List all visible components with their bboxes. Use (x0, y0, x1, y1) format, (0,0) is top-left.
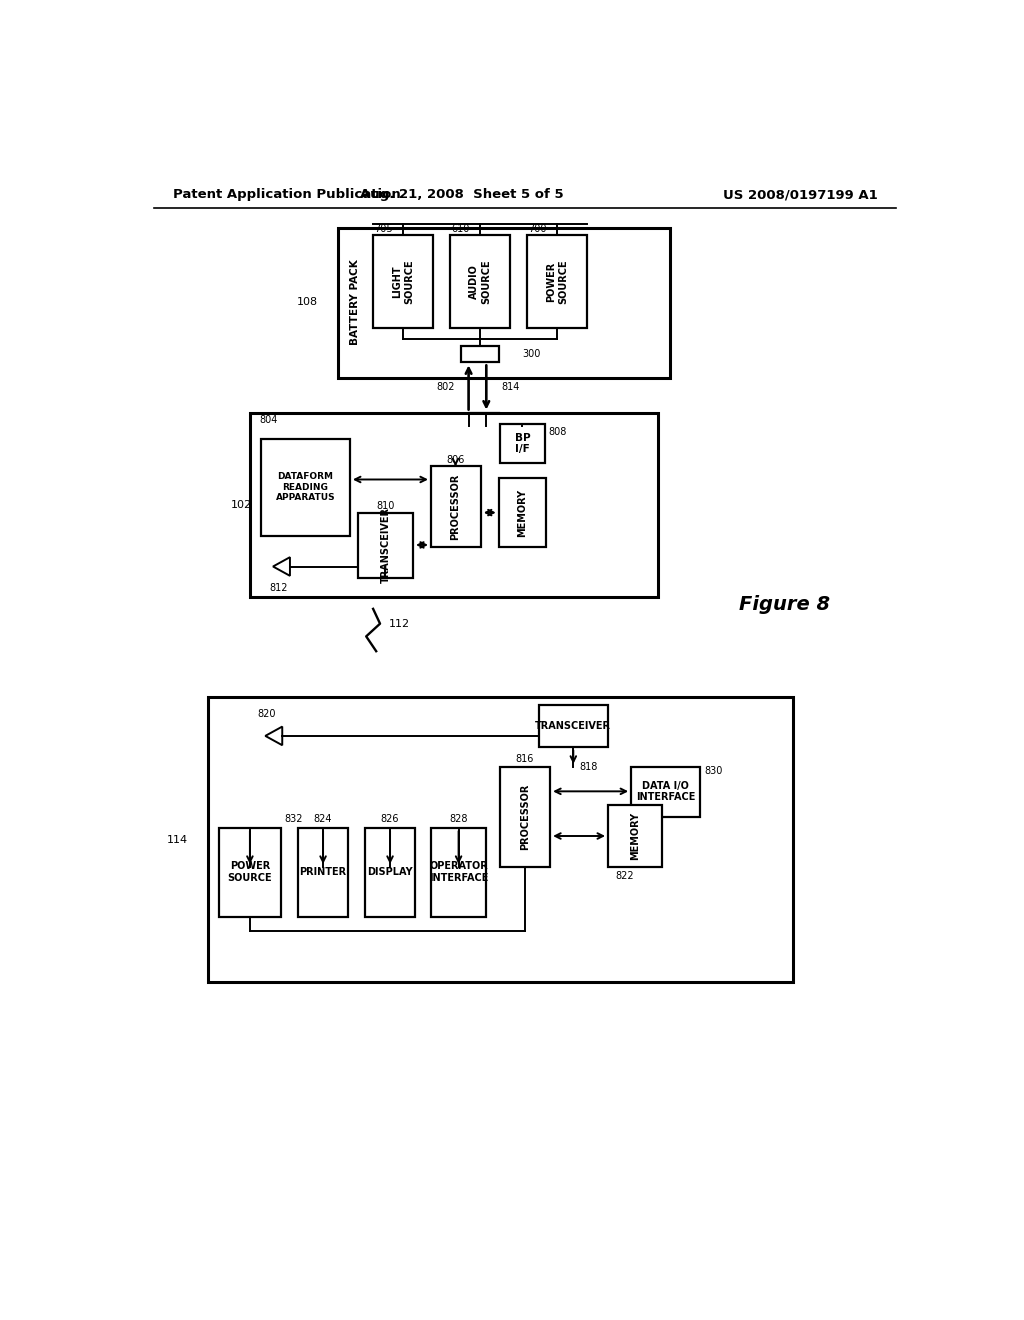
Text: 816: 816 (516, 754, 534, 764)
Text: 830: 830 (705, 766, 723, 776)
Text: 808: 808 (549, 426, 567, 437)
Text: POWER
SOURCE: POWER SOURCE (547, 259, 568, 304)
Text: 108: 108 (297, 297, 318, 308)
Bar (357, 512, 413, 578)
Text: 828: 828 (450, 814, 468, 824)
Bar (431, 466, 481, 548)
Bar (608, 805, 662, 867)
Bar (461, 346, 500, 363)
Bar (631, 767, 700, 817)
Text: 102: 102 (230, 500, 252, 510)
Bar (219, 829, 281, 917)
Text: 806: 806 (446, 455, 465, 465)
Bar (250, 413, 658, 598)
Text: 804: 804 (259, 416, 278, 425)
Bar (339, 228, 670, 378)
Text: 824: 824 (313, 814, 333, 824)
Text: DATA I/O
INTERFACE: DATA I/O INTERFACE (636, 780, 695, 803)
Bar (451, 235, 510, 327)
Bar (261, 440, 350, 536)
Text: Figure 8: Figure 8 (739, 595, 830, 615)
Text: DATAFORM
READING
APPARATUS: DATAFORM READING APPARATUS (275, 473, 335, 502)
Text: BP
I/F: BP I/F (515, 433, 530, 454)
Bar (500, 767, 550, 867)
Text: PRINTER: PRINTER (299, 867, 346, 878)
Text: 832: 832 (285, 814, 303, 824)
Text: 820: 820 (258, 709, 276, 719)
Bar (539, 705, 608, 747)
Bar (208, 697, 793, 982)
Text: MEMORY: MEMORY (517, 488, 527, 537)
Text: Patent Application Publication: Patent Application Publication (173, 187, 400, 201)
Text: 610: 610 (452, 224, 470, 234)
Text: MEMORY: MEMORY (630, 812, 640, 861)
Text: TRANSCEIVER: TRANSCEIVER (536, 721, 611, 731)
Bar (298, 829, 348, 917)
Text: 700: 700 (528, 224, 547, 234)
Bar (366, 829, 416, 917)
Text: US 2008/0197199 A1: US 2008/0197199 A1 (723, 187, 878, 201)
Bar (373, 235, 433, 327)
Bar (469, 413, 500, 426)
Text: AUDIO
SOURCE: AUDIO SOURCE (469, 259, 490, 304)
Text: LIGHT
SOURCE: LIGHT SOURCE (392, 259, 414, 304)
Text: 112: 112 (388, 619, 410, 630)
Text: TRANSCEIVER: TRANSCEIVER (381, 507, 390, 583)
Text: OPERATOR
INTERFACE: OPERATOR INTERFACE (429, 862, 488, 883)
Text: PROCESSOR: PROCESSOR (451, 474, 461, 540)
Text: 814: 814 (502, 381, 520, 392)
Text: 826: 826 (381, 814, 399, 824)
Text: 802: 802 (436, 381, 455, 392)
Text: BATTERY PACK: BATTERY PACK (350, 260, 360, 346)
Bar (499, 478, 547, 548)
Text: 812: 812 (269, 583, 288, 593)
Bar (431, 829, 486, 917)
Text: PROCESSOR: PROCESSOR (520, 784, 529, 850)
Text: DISPLAY: DISPLAY (368, 867, 413, 878)
Bar (500, 424, 545, 462)
Text: 705: 705 (375, 224, 393, 234)
Bar (527, 235, 587, 327)
Text: 300: 300 (522, 348, 541, 359)
Text: 114: 114 (167, 834, 188, 845)
Text: Aug. 21, 2008  Sheet 5 of 5: Aug. 21, 2008 Sheet 5 of 5 (359, 187, 563, 201)
Text: POWER
SOURCE: POWER SOURCE (227, 862, 272, 883)
Text: 810: 810 (376, 502, 394, 511)
Text: 822: 822 (615, 871, 634, 880)
Text: 818: 818 (580, 762, 598, 772)
